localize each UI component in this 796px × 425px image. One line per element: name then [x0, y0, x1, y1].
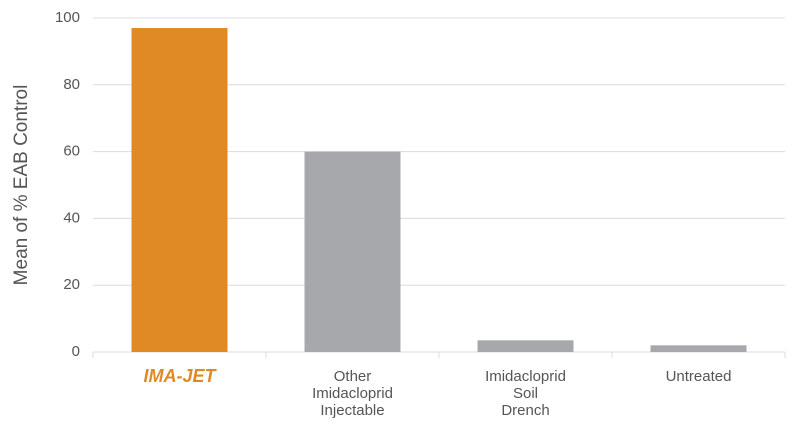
y-tick-label: 40 [63, 209, 80, 226]
bar [650, 345, 747, 352]
bar [131, 28, 228, 353]
y-tick-label: 100 [55, 9, 80, 26]
y-tick-label: 60 [63, 143, 80, 160]
y-tick-label: 80 [63, 76, 80, 93]
x-tick-label: Untreated [666, 368, 732, 385]
bar [477, 340, 574, 352]
y-tick-label: 0 [72, 343, 80, 360]
y-axis-label: Mean of % EAB Control [11, 85, 32, 286]
x-tick-label: IMA-JET [144, 366, 218, 386]
x-tick-label: Other Imidacloprid Injectable [312, 368, 393, 419]
y-tick-label: 20 [63, 276, 80, 293]
x-tick-label: Imidacloprid Soil Drench [485, 368, 566, 419]
bar [304, 151, 401, 352]
